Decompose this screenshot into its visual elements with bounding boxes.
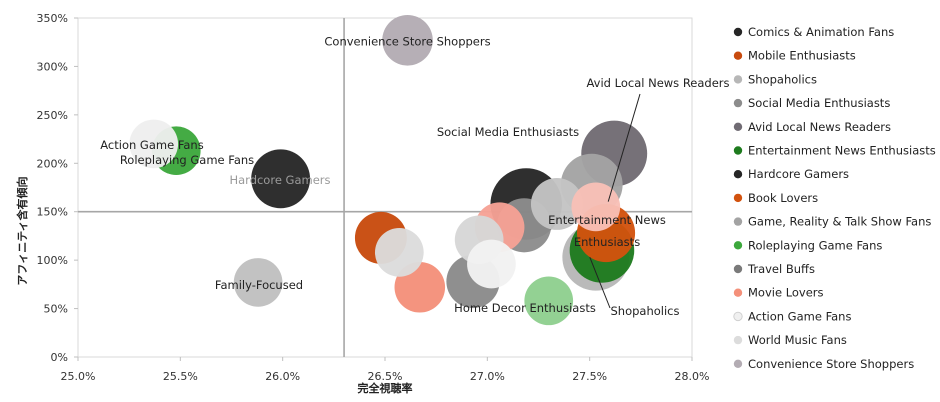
legend-marker [733,335,743,345]
annotation-label: Roleplaying Game Fans [120,153,254,167]
bubble-point [571,182,621,232]
legend-label: Mobile Enthusiasts [748,49,856,63]
annotation-label: Entertainment News [548,213,666,227]
annotation-label: Enthusiasts [574,235,640,249]
x-tick-label: 28.0% [675,370,710,383]
y-tick-label: 150% [37,206,68,219]
y-tick-label: 350% [37,12,68,25]
x-tick-label: 27.5% [572,370,607,383]
annotation-label: Convenience Store Shoppers [324,34,490,48]
legend-label: Entertainment News Enthusiasts [748,144,936,158]
x-tick-label: 25.5% [163,370,198,383]
bubble-point [530,178,583,230]
legend-label: Comics & Animation Fans [748,25,894,39]
bubble-point [129,119,179,169]
legend-label: Social Media Enthusiasts [748,96,890,110]
x-tick-label: 27.0% [470,370,505,383]
x-tick-label: 25.0% [61,370,96,383]
legend-marker [733,170,743,179]
x-tick-label: 26.0% [265,370,300,383]
bubble-point [233,258,283,307]
legend-marker [733,122,743,131]
legend-label: Travel Buffs [747,262,815,276]
legend-marker [733,27,743,37]
legend-label: Game, Reality & Talk Show Fans [748,215,931,229]
legend-marker [733,264,743,274]
legend-marker [733,75,743,84]
legend-label: Hardcore Gamers [748,167,849,181]
annotation-label: Shopaholics [611,304,680,318]
legend-label: Book Lovers [748,191,818,205]
annotation-label: Action Game Fans [100,138,203,152]
annotation-leader [607,93,641,202]
bubble-point [524,276,574,326]
y-axis-title: アフィニティ含有傾向 [15,176,29,285]
annotation-label: Avid Local News Readers [586,76,729,90]
annotation-label: Social Media Enthusiasts [437,125,579,139]
y-tick-label: 50% [44,303,68,316]
legend-label: World Music Fans [748,333,847,347]
annotation-label: Family-Focused [215,278,303,292]
legend-label: Roleplaying Game Fans [748,238,882,252]
bubble-point [374,228,424,277]
legend-marker [733,193,743,203]
legend-label: Action Game Fans [748,309,851,323]
legend-marker [733,146,743,155]
legend-label: Avid Local News Readers [748,120,891,134]
legend-label: Shopaholics [748,72,817,86]
annotation-label: Home Decor Enthusiasts [454,301,596,315]
axes: 25.0% 25.5% 26.0% 26.5% 27.0% 27.5% 28.0% 0% 50%… [37,12,710,383]
bubble-point [467,239,516,289]
y-tick-label: 300% [37,60,68,73]
bubble-point [251,149,311,209]
legend-marker [733,217,743,226]
legend: Comics & Animation Fans Mobile Enthusiast… [733,25,936,371]
bubble-series [129,14,648,326]
legend-marker [733,98,743,108]
x-tick-label: 26.5% [368,370,403,383]
annotation-leader [589,257,611,309]
legend-label: Movie Lovers [748,286,824,300]
annotation-label: Hardcore Gamers [229,173,330,187]
legend-marker [733,359,743,368]
legend-marker [733,241,743,250]
bubble-annotations: Convenience Store Shoppers Avid Local New… [100,34,729,318]
legend-marker [733,288,743,297]
x-axis-title: 完全視聴率 [358,381,413,395]
y-tick-label: 200% [37,157,68,170]
legend-label: Convenience Store Shoppers [748,357,914,371]
legend-marker [733,311,743,322]
y-tick-label: 100% [37,254,68,267]
y-tick-label: 250% [37,109,68,122]
legend-marker [733,51,743,60]
y-tick-label: 0% [51,351,68,364]
bubble-point [382,14,433,66]
